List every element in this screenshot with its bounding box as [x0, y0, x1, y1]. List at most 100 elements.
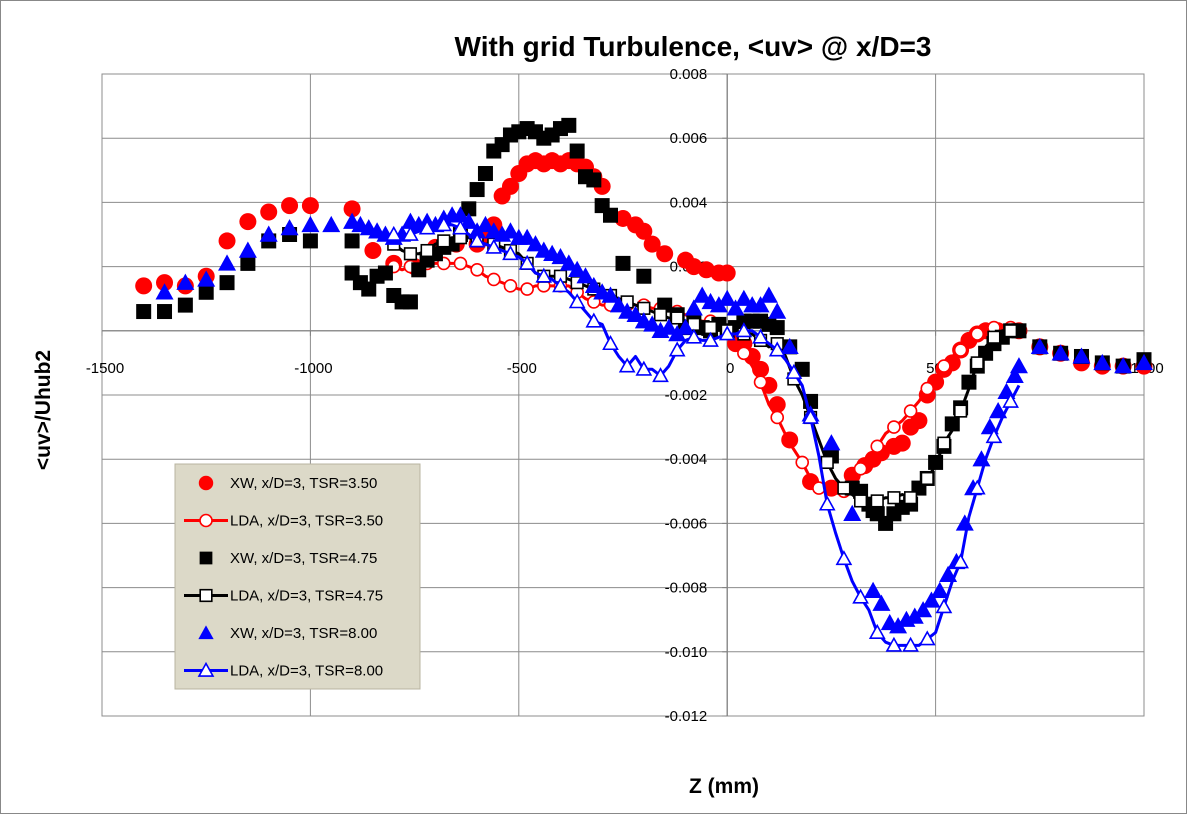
legend-item-5: XW, x/D=3, TSR=8.00 [198, 625, 377, 642]
data-point [987, 330, 1001, 344]
data-point [626, 305, 645, 322]
legend-marker [197, 661, 215, 677]
data-point [552, 277, 569, 293]
legend-marker [199, 513, 213, 528]
data-point [822, 434, 841, 451]
data-point [751, 296, 770, 313]
data-point [676, 318, 695, 335]
data-point [218, 254, 237, 271]
data-point [219, 275, 235, 291]
data-point [136, 304, 152, 320]
data-point [468, 222, 487, 239]
data-point [769, 320, 785, 336]
data-point [551, 247, 570, 265]
y-tick-label: -0.004 [665, 451, 708, 468]
data-point [568, 293, 586, 309]
data-point [870, 439, 885, 454]
data-point [501, 177, 519, 195]
legend-marker [199, 551, 213, 565]
data-point [435, 216, 453, 232]
plot-area-frame [101, 73, 1145, 717]
data-point [559, 254, 578, 271]
data-point [518, 228, 537, 245]
data-point [1072, 347, 1091, 364]
data-point [872, 594, 891, 611]
data-point [476, 215, 495, 233]
data-point [561, 117, 577, 133]
data-point [302, 233, 318, 249]
data-point [802, 408, 819, 424]
data-point [1051, 344, 1070, 361]
data-point [718, 325, 736, 341]
data-point [385, 225, 403, 241]
data-point [837, 481, 851, 495]
data-point [301, 215, 320, 233]
data-point [759, 286, 778, 303]
legend-item-4: LDA, x/D=3, TSR=4.75 [184, 588, 383, 605]
data-point [870, 494, 884, 508]
data-point [636, 268, 652, 284]
legend-label: XW, x/D=3, TSR=8.00 [230, 625, 377, 642]
data-point [301, 197, 319, 215]
data-point [569, 143, 585, 159]
data-point [601, 286, 620, 303]
data-point [818, 495, 836, 511]
data-point [703, 320, 718, 335]
data-point [1005, 366, 1024, 383]
data-point [486, 272, 501, 287]
y-tick-label: -0.012 [665, 708, 708, 725]
data-point [501, 222, 520, 239]
y-tick-label: -0.006 [665, 515, 708, 532]
data-point [343, 200, 361, 218]
data-point [437, 234, 451, 248]
data-point [887, 491, 901, 505]
data-point [922, 591, 941, 608]
data-point [177, 297, 193, 313]
x-tick-label: -1000 [294, 360, 332, 377]
data-point [361, 281, 377, 297]
data-point [615, 255, 631, 271]
data-point [520, 282, 534, 296]
legend-label: LDA, x/D=3, TSR=3.50 [230, 513, 383, 530]
data-point [584, 276, 603, 294]
data-point [902, 636, 919, 652]
data-point [653, 308, 668, 322]
data-point [518, 254, 536, 270]
data-point [280, 219, 299, 236]
data-point [853, 462, 868, 476]
data-point [656, 245, 674, 263]
y-tick-label: 0.006 [670, 130, 708, 147]
data-point [893, 434, 911, 452]
x-axis-title: Z (mm) [689, 775, 759, 798]
data-point [218, 232, 236, 250]
data-point [1093, 353, 1112, 371]
legend-label: XW, x/D=3, TSR=3.50 [230, 475, 377, 492]
data-point [670, 311, 684, 325]
data-point [240, 255, 256, 271]
data-point [468, 232, 486, 248]
data-point [602, 207, 618, 223]
data-point [259, 225, 278, 242]
data-point [155, 283, 174, 300]
data-point [364, 242, 382, 260]
data-point [937, 359, 951, 373]
legend-marker [198, 475, 214, 491]
legend-item-2: LDA, x/D=3, TSR=3.50 [184, 513, 383, 530]
data-point [618, 357, 636, 373]
data-point [418, 219, 436, 235]
legend: XW, x/D=3, TSR=3.50 LDA, x/D=3, TSR=3.50 X… [174, 463, 421, 690]
data-point [889, 617, 908, 634]
legend-marker [199, 588, 213, 603]
data-point [885, 636, 903, 652]
data-point [156, 274, 174, 292]
data-point [157, 304, 173, 320]
data-point [726, 299, 745, 316]
data-point [735, 322, 753, 338]
data-point [954, 404, 968, 418]
data-point [1030, 337, 1049, 355]
data-point [768, 341, 786, 357]
legend-marker [198, 625, 214, 640]
x-tick-label: -500 [507, 360, 537, 377]
data-point [586, 172, 602, 188]
data-point [752, 328, 769, 344]
